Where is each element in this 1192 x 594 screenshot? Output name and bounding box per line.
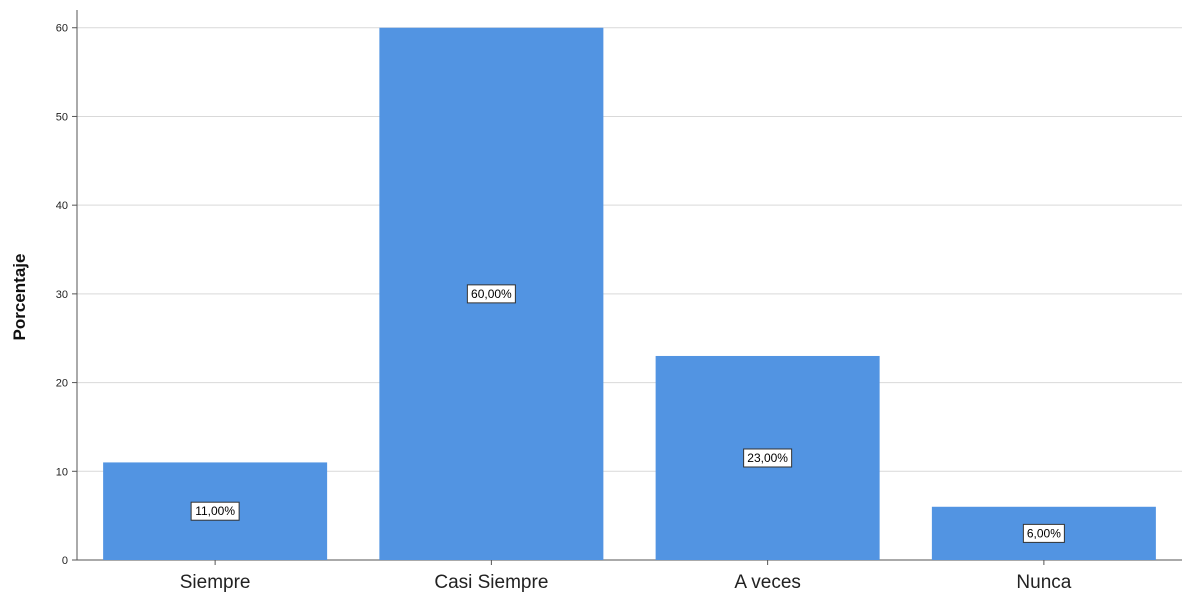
gridlines (77, 27, 1182, 472)
data-label: 6,00% (1027, 526, 1061, 540)
data-label-box (1022, 523, 1065, 543)
y-tick-label: 30 (56, 289, 68, 301)
y-axis-title: Porcentaje (10, 254, 29, 341)
y-tick-label: 60 (56, 23, 68, 35)
x-tick-label: A veces (734, 572, 801, 593)
data-label: 60,00% (471, 287, 512, 301)
x-tick-label: Siempre (180, 572, 251, 593)
bars (103, 27, 1156, 560)
y-tick-label: 20 (56, 378, 68, 390)
y-tick-label: 10 (56, 466, 68, 478)
x-tick-label: Nunca (1016, 572, 1071, 593)
y-tick-label: 40 (56, 200, 68, 212)
data-label-box (743, 448, 793, 468)
y-tick-label: 0 (62, 555, 68, 567)
data-label-box (190, 501, 240, 521)
data-label: 23,00% (747, 451, 788, 465)
data-label-box (466, 284, 516, 304)
y-tick-label: 50 (56, 111, 68, 123)
data-label: 11,00% (195, 504, 235, 518)
x-tick-label: Casi Siempre (434, 572, 548, 593)
x-tick-labels: Siempre Casi Siempre A veces Nunca (180, 572, 1072, 593)
y-tick-labels: 0 10 20 30 40 50 60 (56, 23, 68, 567)
data-labels: 11,00% 60,00% 23,00% 6,00% (190, 284, 1065, 543)
